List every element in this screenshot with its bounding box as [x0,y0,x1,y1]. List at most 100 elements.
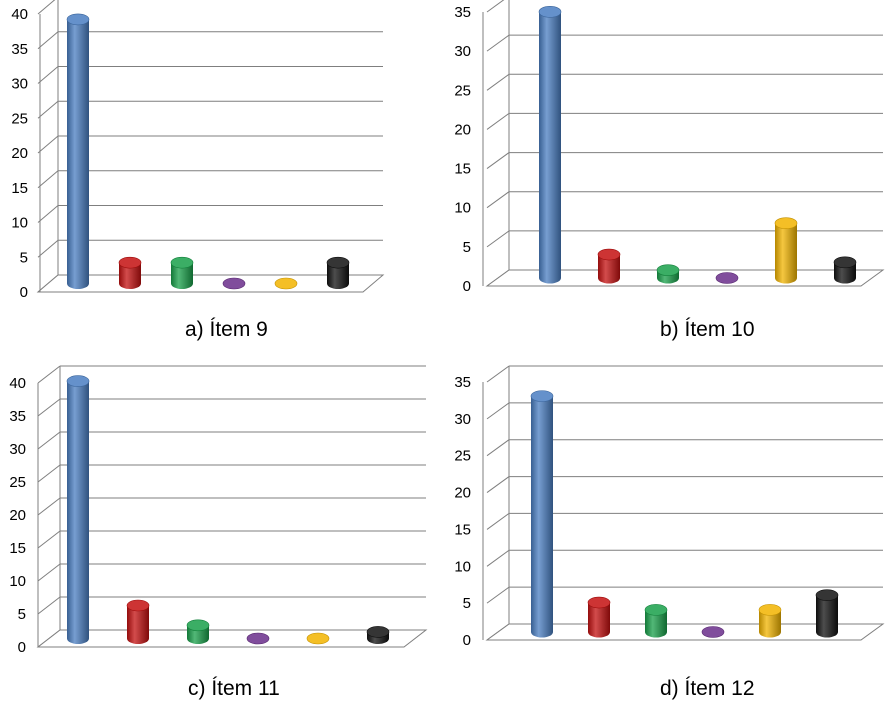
y-tick-label: 5 [463,595,471,612]
chart-caption-c: c) Ítem 11 [188,677,280,700]
grid-diagonal [37,66,59,84]
y-tick-label: 40 [11,6,28,23]
y-tick-label: 20 [454,485,471,502]
grid-diagonal [486,34,510,52]
grid-diagonal [37,431,61,450]
grid-diagonal [37,0,56,15]
chart-panel-c: 0 5 10 15 20 25 30 35 40 c) Ítem 11 [0,363,430,700]
bar-green [656,264,680,284]
grid-diagonal [486,586,510,604]
grid-diagonal [37,596,61,615]
y-tick-label: 35 [9,408,26,425]
grid-diagonal [37,135,59,154]
grid-diagonal [37,365,61,384]
grid-diagonal [37,497,61,516]
grid-diagonal [37,464,61,483]
y-tick-label: 35 [454,4,471,21]
grid-diagonal [486,402,510,420]
y-tick-label: 10 [454,200,471,217]
grid-diagonal [37,100,59,119]
chart-panel-a: 0 5 10 15 20 25 30 35 40 a) Ítem 9 [0,0,387,341]
grid-diagonal [486,476,510,493]
chart-panel-b: 0 5 10 15 20 25 30 35 b) Ítem 10 [445,0,887,341]
y-tick-label: 35 [454,374,471,391]
y-tick-label: 5 [20,249,28,266]
bar-black [833,256,857,284]
y-tick-label: 5 [463,239,471,256]
bar-black [326,256,350,289]
y-tick-label: 0 [463,632,471,649]
bar-purple [701,626,725,638]
bar-black [815,589,839,638]
chart-caption-d: d) Ítem 12 [660,677,755,700]
y-tick-label: 40 [9,375,26,392]
bar-blue [530,390,554,638]
grid-diagonal [486,73,510,91]
y-tick-label: 20 [454,121,471,138]
grid-diagonal [486,152,510,169]
bar-black [366,626,390,644]
bar-blue [66,375,90,644]
chart-a: 0 5 10 15 20 25 30 35 40 [11,0,385,301]
y-tick-label: 30 [11,76,28,93]
y-tick-label: 20 [11,145,28,162]
bar-red [597,248,621,284]
y-tick-label: 15 [454,521,471,538]
bar-yellow [274,277,298,290]
grid-diagonal [486,365,510,383]
bar-green [186,619,210,644]
y-tick-label: 0 [20,284,28,301]
grid-diagonal [37,398,61,417]
y-tick-label: 10 [11,215,28,232]
chart-c: 0 5 10 15 20 25 30 35 40 [9,365,428,656]
bar-red [118,256,142,289]
chart-d: 0 5 10 15 20 25 30 35 [454,365,885,649]
chart-caption-a: a) Ítem 9 [185,318,268,341]
y-tick-label: 15 [9,540,26,557]
y-tick-label: 30 [454,43,471,60]
chart-caption-b: b) Ítem 10 [660,318,755,341]
grid-diagonal [486,230,510,248]
bar-green [170,256,194,289]
grid-diagonal [37,239,59,258]
y-tick-label: 20 [9,507,26,524]
grid-diagonal [37,31,59,50]
chart-floor [485,623,885,641]
y-tick-label: 5 [18,606,26,623]
grid-diagonal [486,439,510,457]
y-tick-label: 15 [11,180,28,197]
y-tick-label: 25 [454,448,471,465]
y-tick-label: 25 [9,474,26,491]
bar-red [587,596,611,638]
grid-diagonal [37,530,61,549]
grid-diagonal [486,113,510,130]
bar-purple [246,632,270,645]
y-tick-label: 15 [454,161,471,178]
grid-diagonal [37,563,61,582]
y-tick-label: 10 [454,558,471,575]
bar-green [644,604,668,638]
y-tick-label: 10 [9,573,26,590]
y-tick-label: 35 [11,41,28,58]
chart-panel-d: 0 5 10 15 20 25 30 35 d) Ítem 12 [445,363,887,700]
grid-diagonal [37,170,59,189]
bar-yellow [306,632,330,645]
grid-diagonal [486,549,510,567]
bar-yellow [774,217,798,284]
bar-purple [715,272,739,284]
y-tick-label: 30 [9,441,26,458]
y-tick-label: 30 [454,411,471,428]
grid-diagonal [37,205,59,223]
y-tick-label: 0 [18,639,26,656]
y-tick-label: 0 [463,278,471,295]
bar-purple [222,277,246,290]
chart-b: 0 5 10 15 20 25 30 35 [454,0,885,295]
bar-red [126,599,150,644]
bar-blue [538,6,562,284]
grid-diagonal [486,513,510,530]
bar-yellow [758,604,782,638]
grid-diagonal [486,0,505,13]
bar-blue [66,13,90,289]
y-tick-label: 25 [454,82,471,99]
grid-diagonal [486,191,510,209]
